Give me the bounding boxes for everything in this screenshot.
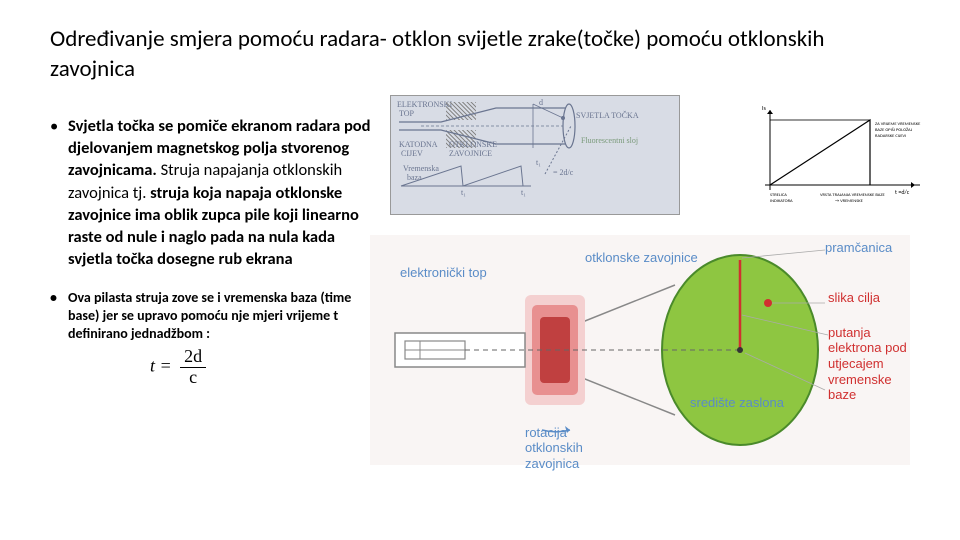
- saw-note1: ZA VRIJEME VREMENSKE: [875, 122, 921, 127]
- formula-fraction: 2d c: [180, 347, 206, 388]
- photo-label-t1a: t₁: [536, 158, 541, 167]
- photo-label-zavojnice: ZAVOJNICE: [449, 149, 492, 158]
- saw-note2: BAZE OPIŠI POLOŽAJ: [875, 127, 913, 133]
- figure-column: ELEKTRONSKI TOP SVJETLA TOČKA Fluorescen: [390, 115, 910, 388]
- crt-label-putanja-3: utjecajem: [828, 356, 907, 372]
- photo-label-t1c: t₁: [521, 188, 526, 197]
- bullet-2: Ova pilasta struja zove se i vremenska b…: [50, 289, 380, 344]
- crt-label-putanja-5: baze: [828, 387, 907, 403]
- saw-bottom4: → VREMENSKE: [835, 199, 864, 204]
- photo-label-fluor: Fluorescentni sloj: [581, 136, 638, 145]
- crt-label-putanja: putanja elektrona pod utjecajem vremensk…: [828, 325, 907, 403]
- crt-label-slika-text: slika cilja: [828, 290, 880, 305]
- saw-bottom3: VRSTA TRAJANJA VREMENSKE BAZE: [820, 193, 885, 198]
- photo-label-cijev: CIJEV: [401, 149, 423, 158]
- sawtooth-diagram: Is t =d/c ZA VRIJEME VREMENSKE BAZE OPIŠ…: [760, 100, 930, 210]
- saw-bottom1: STRELICA: [770, 193, 787, 198]
- photo-label-baza: baza: [407, 173, 422, 182]
- sawtooth-svg: Is t =d/c ZA VRIJEME VREMENSKE BAZE OPIŠ…: [760, 100, 930, 210]
- bullet-2-text: Ova pilasta struja zove se i vremenska b…: [68, 289, 351, 342]
- saw-x-label: t =d/c: [895, 188, 910, 196]
- crt-label-gun: elektronički top: [400, 265, 487, 280]
- saw-y-label: Is: [762, 104, 767, 112]
- photo-label-t1b: t₁: [461, 188, 466, 197]
- photo-label-vremenska: Vremenska: [403, 164, 439, 173]
- formula-numerator: 2d: [180, 347, 206, 368]
- crt-label-putanja-1: putanja: [828, 325, 907, 341]
- content-row: Svjetla točka se pomiče ekranom radara p…: [50, 115, 910, 388]
- photo-label-eq: = 2d/c: [553, 168, 573, 177]
- crt-label-rotacija-2: otklonskih: [525, 440, 583, 456]
- crt-label-pramcanica: pramčanica: [825, 240, 892, 255]
- crt-diagram: elektronički top otklonske zavojnice pra…: [370, 235, 910, 465]
- photo-diagram: ELEKTRONSKI TOP SVJETLA TOČKA Fluorescen: [390, 95, 680, 215]
- crt-label-rotacija-3: zavojnica: [525, 456, 583, 472]
- crt-label-rotacija-1: rotacija: [525, 425, 583, 441]
- page-title: Određivanje smjera pomoću radara- otklon…: [50, 25, 910, 85]
- crt-label-coils: otklonske zavojnice: [585, 250, 698, 265]
- photo-label-svjetla: SVJETLA TOČKA: [576, 111, 639, 120]
- text-column: Svjetla točka se pomiče ekranom radara p…: [50, 115, 380, 388]
- photo-label-d: d: [539, 98, 543, 107]
- bullet-1: Svjetla točka se pomiče ekranom radara p…: [50, 115, 380, 271]
- saw-note3: RADARSKE CIJEVI: [875, 134, 906, 139]
- formula: t = 2d c: [150, 347, 206, 388]
- saw-bottom2: INDIKATORA: [770, 199, 793, 204]
- crt-label-slika: slika cilja: [828, 290, 880, 305]
- formula-denominator: c: [180, 368, 206, 388]
- crt-label-rotacija: rotacija otklonskih zavojnica: [525, 425, 583, 472]
- crt-label-putanja-4: vremenske: [828, 372, 907, 388]
- photo-label-katodna: KATODNA: [399, 140, 438, 149]
- formula-lhs: t =: [150, 356, 172, 376]
- crt-label-putanja-2: elektrona pod: [828, 340, 907, 356]
- photo-label-otklonske: OTKLONSKE: [449, 140, 497, 149]
- crt-label-srediste: središte zaslona: [690, 395, 784, 410]
